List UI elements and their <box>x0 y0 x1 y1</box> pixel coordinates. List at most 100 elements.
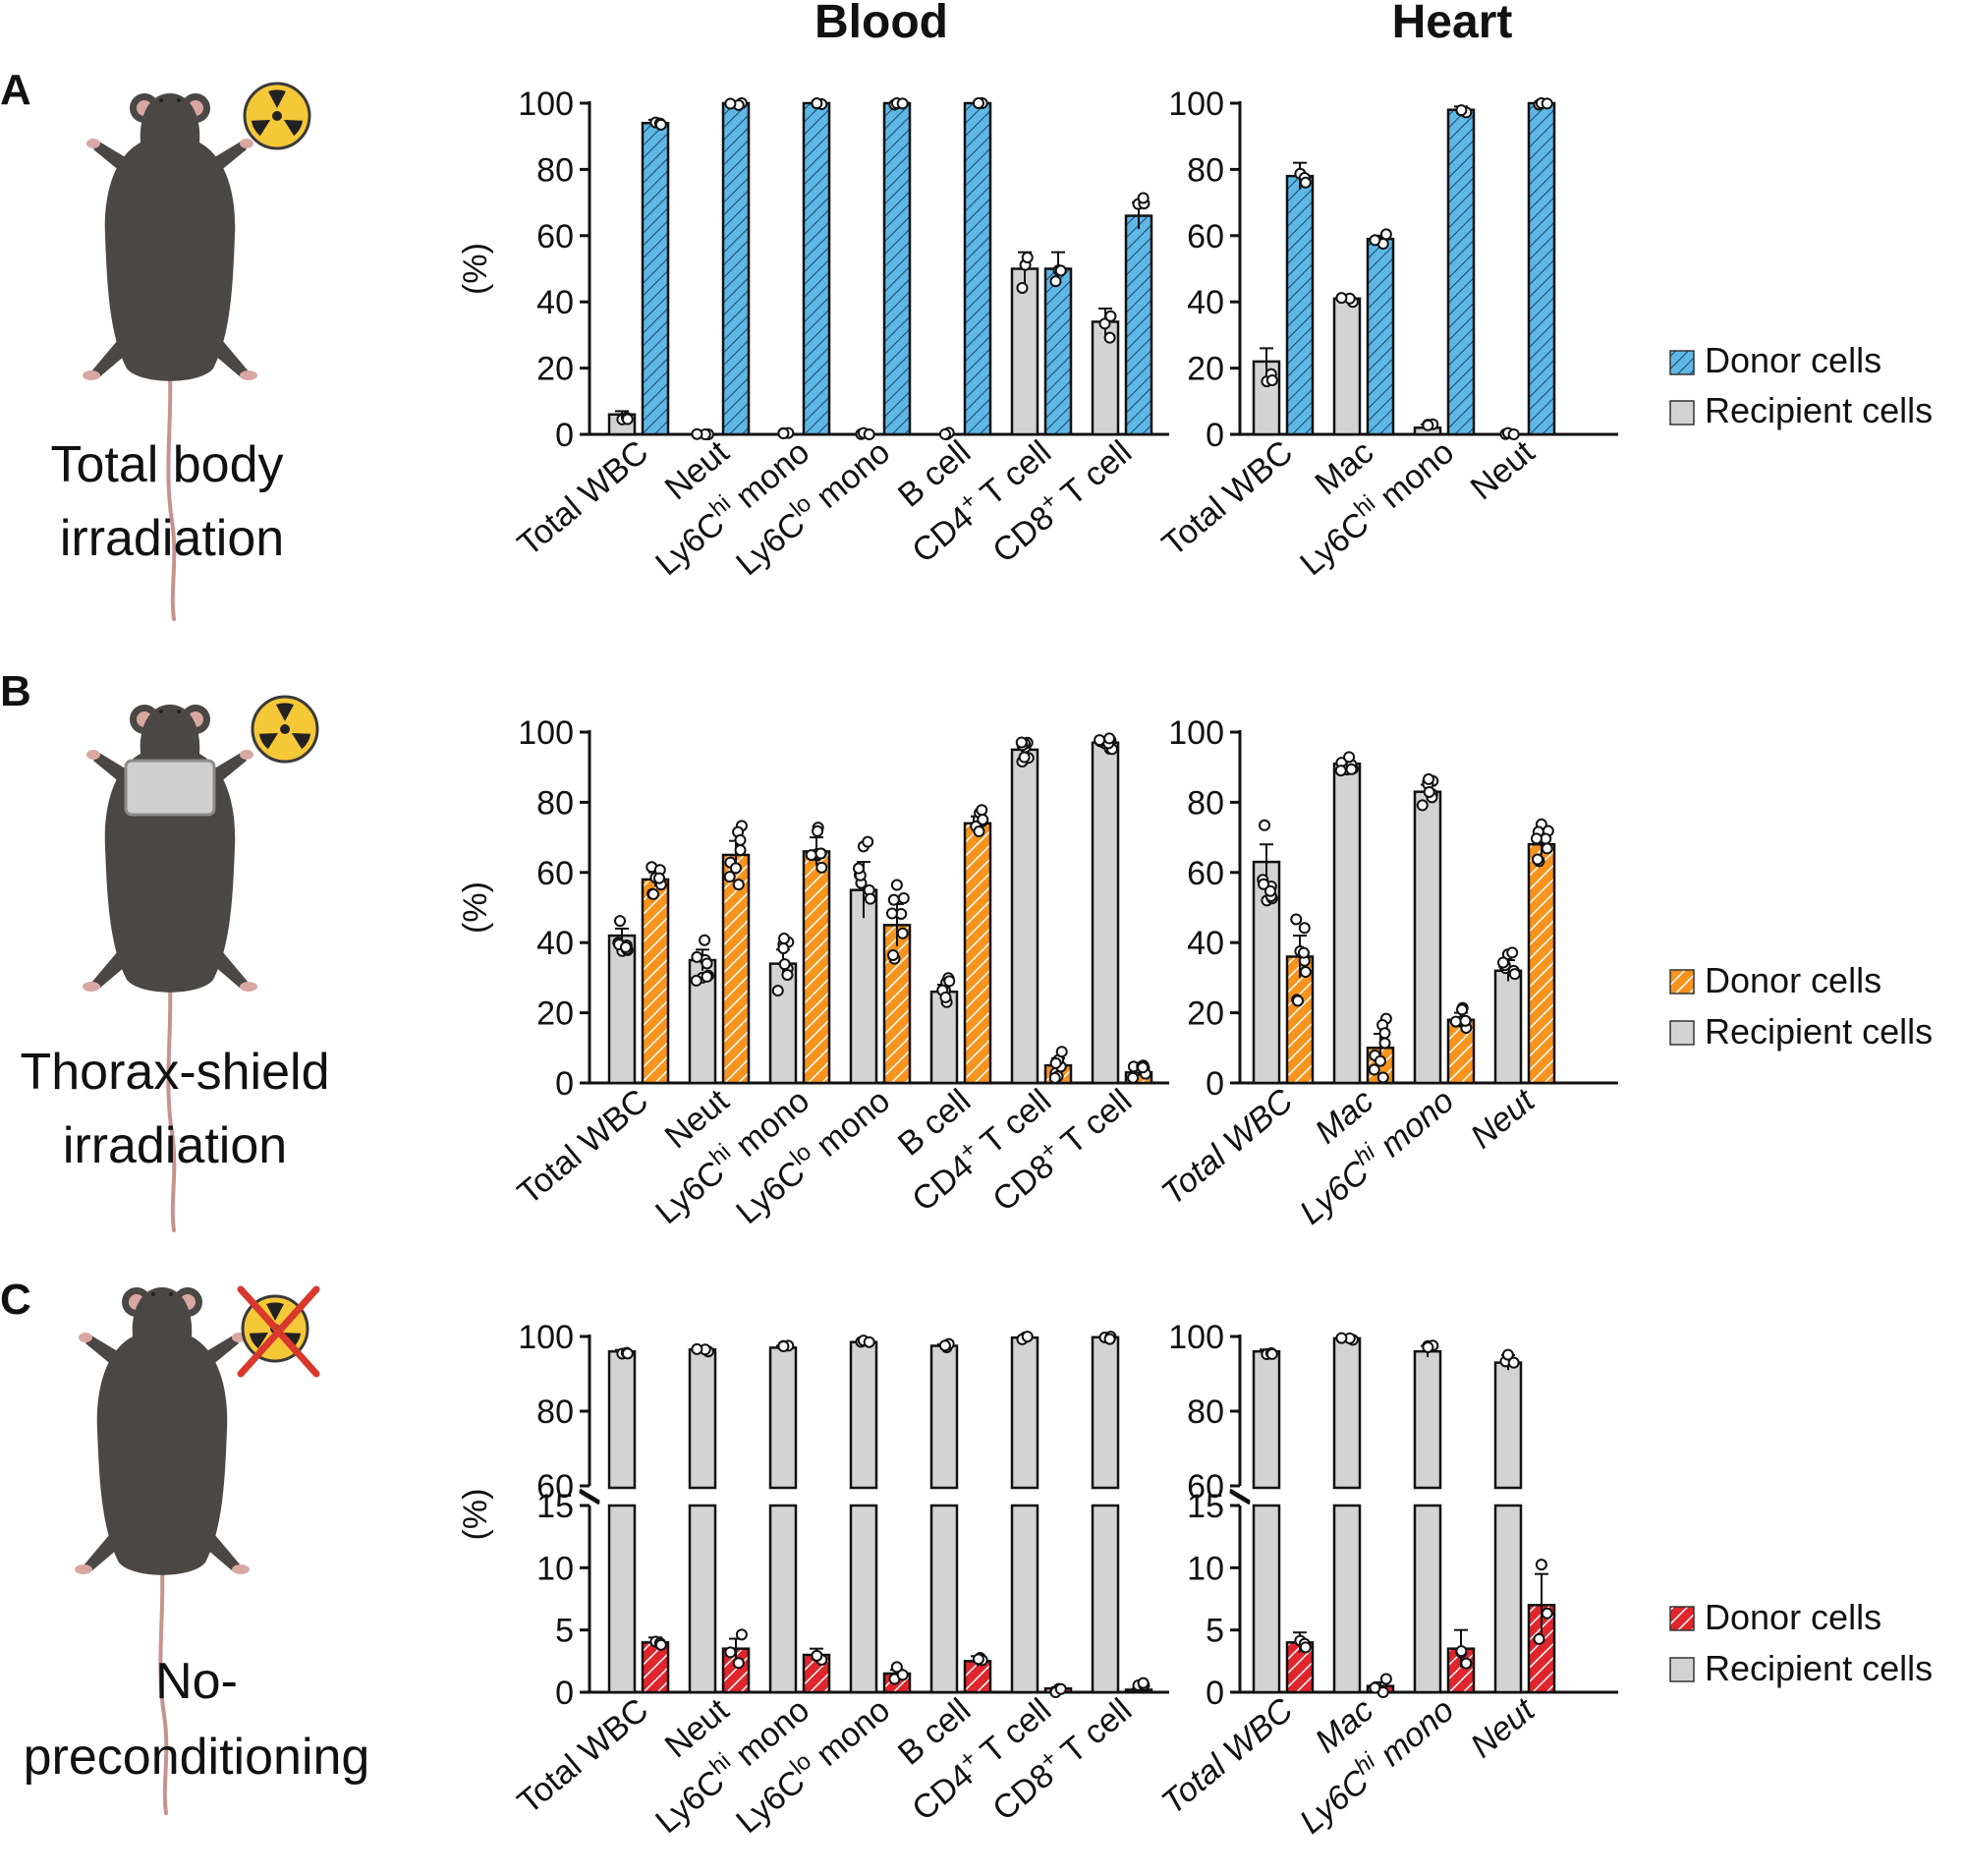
bar-donor-ly6clo-mono <box>882 101 912 436</box>
data-point <box>1507 1356 1520 1369</box>
data-point <box>1335 292 1348 305</box>
data-point <box>938 427 951 440</box>
bar-recipient-total-wbc <box>607 1349 637 1490</box>
x-tick-label: Total WBC <box>511 433 655 563</box>
data-point <box>1265 1347 1278 1360</box>
data-point <box>1055 1046 1068 1058</box>
data-point <box>896 927 909 939</box>
data-point <box>1501 1348 1514 1361</box>
data-point <box>973 825 985 838</box>
data-point <box>1127 1071 1140 1084</box>
x-tick-label: Neut <box>1464 1081 1544 1156</box>
bar-recipient-neut <box>1493 969 1523 1085</box>
data-point <box>732 1657 745 1670</box>
data-point <box>1048 1071 1061 1084</box>
data-point <box>1455 104 1468 117</box>
data-point <box>972 1653 984 1666</box>
data-point <box>1374 1054 1386 1067</box>
data-point <box>1541 1607 1553 1620</box>
data-point <box>1137 1677 1150 1689</box>
bar-recipient-cd4-t-cell <box>1010 748 1039 1085</box>
data-point <box>619 940 632 953</box>
x-tick-label: Neut <box>1464 1690 1544 1765</box>
data-point <box>734 833 747 846</box>
data-point <box>805 849 817 862</box>
data-point <box>887 893 900 906</box>
data-point <box>778 933 791 945</box>
radiation-icon <box>243 82 311 150</box>
y-tick-label: 20 <box>536 351 574 388</box>
data-point <box>646 887 659 900</box>
y-tick-label: 100 <box>1168 714 1224 752</box>
y-tick-label: 5 <box>555 1613 574 1650</box>
x-tick-label: Ly6Chi mono <box>1290 430 1461 584</box>
y-tick-label: 0 <box>555 1675 574 1712</box>
data-point <box>1016 281 1029 294</box>
y-axis-label: (%) <box>457 243 494 295</box>
data-point <box>943 975 956 988</box>
bar-recipient-ly6chi-mono <box>768 962 798 1085</box>
data-point <box>864 892 876 905</box>
data-point <box>654 1638 667 1651</box>
data-point <box>1290 913 1303 926</box>
data-point <box>1103 1333 1116 1345</box>
bar-donor-cd4-t-cell <box>1043 267 1073 436</box>
data-point <box>852 862 865 875</box>
data-point <box>1530 832 1543 845</box>
legend-swatch-recipient <box>1669 1657 1695 1682</box>
data-point <box>724 97 737 110</box>
data-point <box>777 942 790 955</box>
legend-label-donor: Donor cells <box>1705 960 1881 1000</box>
y-tick-label: 100 <box>518 1319 574 1356</box>
legend-label-donor: Donor cells <box>1705 1597 1881 1637</box>
bar-donor-total-wbc <box>641 878 670 1085</box>
bar-recipient-cd4-t-cell-lower <box>1010 1504 1039 1694</box>
bar-recipient-mac <box>1332 1336 1362 1490</box>
y-tick-label: 100 <box>1168 1319 1224 1356</box>
bar-donor-ly6chi-mono <box>802 850 831 1085</box>
y-tick-label: 40 <box>1187 284 1224 321</box>
data-point <box>1379 228 1392 241</box>
bar-donor-neut <box>1527 101 1556 436</box>
data-point <box>613 915 626 928</box>
legend-label-recipient: Recipient cells <box>1705 390 1933 430</box>
data-point <box>1299 966 1312 979</box>
panel-letter: A <box>0 66 31 114</box>
data-point <box>1422 419 1434 431</box>
bar-recipient-cd4-t-cell <box>1010 1336 1039 1490</box>
bar-donor-ly6chi-mono <box>1446 108 1476 436</box>
bar-recipient-mac <box>1332 297 1362 436</box>
y-tick-label: 0 <box>1206 1065 1224 1103</box>
y-axis-label: (%) <box>457 1489 494 1541</box>
data-point <box>811 97 823 110</box>
data-point <box>1054 1682 1067 1695</box>
y-tick-label: 80 <box>536 151 574 189</box>
bar-recipient-ly6clo-mono <box>849 888 878 1085</box>
data-point <box>1263 884 1276 897</box>
bar-recipient-neut-lower <box>688 1504 717 1694</box>
axis-break-mark <box>1229 1488 1251 1504</box>
data-point <box>723 871 736 883</box>
column-title-blood: Blood <box>814 0 948 48</box>
legend-swatch-recipient <box>1669 1020 1695 1046</box>
data-point <box>812 824 824 837</box>
data-point <box>1378 1027 1391 1040</box>
x-tick-label: Total WBC <box>511 1691 655 1821</box>
bar-recipient-ly6clo-mono <box>849 1340 878 1490</box>
data-point <box>1496 956 1509 969</box>
bar-recipient-cd8-t-cell-lower <box>1091 1504 1120 1694</box>
bar-recipient-cd8-t-cell <box>1091 1336 1120 1490</box>
data-point <box>1368 1063 1380 1076</box>
y-tick-label: 80 <box>1187 784 1224 822</box>
legend-label-donor: Donor cells <box>1705 340 1881 380</box>
y-tick-label: 0 <box>1206 417 1224 454</box>
data-point <box>1297 946 1310 959</box>
data-point <box>1299 1641 1312 1654</box>
data-point <box>724 1646 737 1659</box>
data-point <box>890 879 903 891</box>
x-tick-label: Total WBC <box>511 1082 655 1212</box>
y-tick-label: 15 <box>1187 1488 1224 1525</box>
data-point <box>1345 763 1358 775</box>
